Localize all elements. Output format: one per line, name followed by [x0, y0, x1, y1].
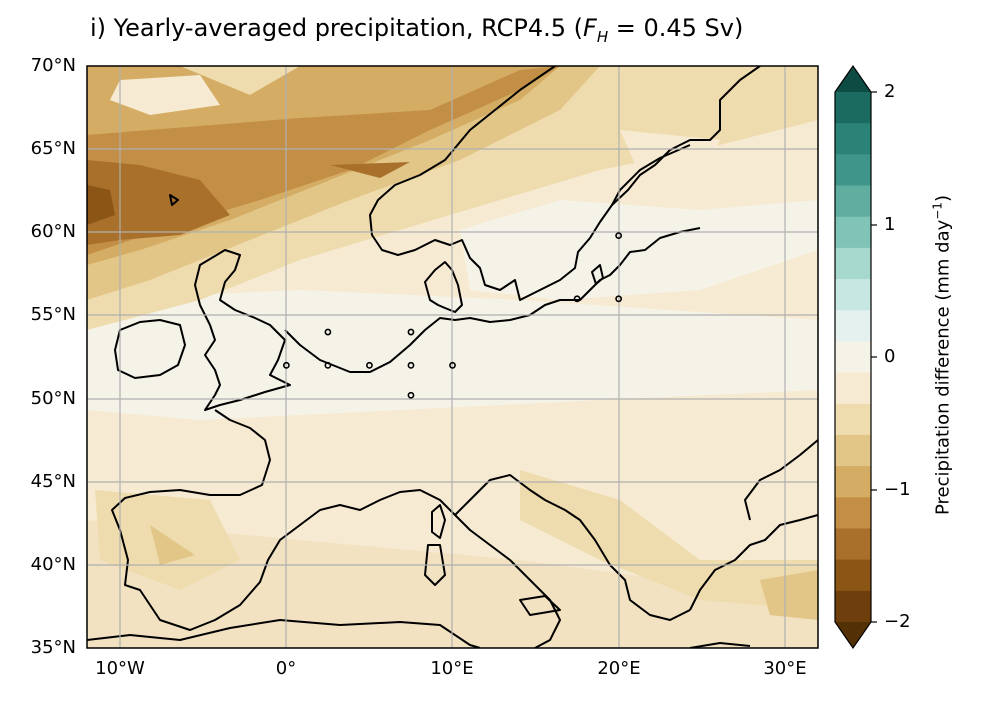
- graticule: [87, 66, 818, 648]
- significance-marker: [407, 328, 415, 336]
- map-frame: [86, 65, 819, 649]
- significance-marker: [407, 361, 415, 369]
- significance-markers: [282, 232, 623, 399]
- lat-label: 60°N: [30, 221, 76, 242]
- colorbar-tick-label: 0: [884, 346, 896, 367]
- colorbar-segment: [835, 434, 871, 467]
- significance-marker: [573, 295, 581, 303]
- colorbar-segment: [835, 403, 871, 436]
- colorbar-segment: [835, 559, 871, 592]
- colorbar-segment: [835, 528, 871, 561]
- lon-label: 10°W: [95, 658, 145, 679]
- colorbar-ticks: [871, 91, 877, 623]
- lon-label: 30°E: [763, 658, 807, 679]
- lat-label: 55°N: [30, 304, 76, 325]
- significance-marker: [615, 232, 623, 240]
- colorbar-segment: [835, 279, 871, 311]
- colorbar-segment: [835, 466, 871, 498]
- colorbar-extend-min: [835, 622, 871, 648]
- colorbar-tick-label: −1: [884, 479, 911, 500]
- colorbar: [834, 64, 872, 650]
- colorbar-tick-label: 2: [884, 81, 896, 102]
- colorbar-segment: [835, 154, 871, 187]
- lat-label: 40°N: [30, 554, 76, 575]
- lon-label: 10°E: [430, 658, 474, 679]
- lat-label: 65°N: [30, 138, 76, 159]
- colorbar-segment: [835, 216, 871, 249]
- coastlines: [87, 66, 818, 648]
- colorbar-extend-max: [835, 66, 871, 92]
- significance-marker: [407, 391, 415, 399]
- significance-marker: [449, 361, 456, 369]
- colorbar-segment: [835, 497, 871, 529]
- lat-label: 45°N: [30, 471, 76, 492]
- lon-label: 20°E: [597, 658, 641, 679]
- significance-marker: [324, 361, 332, 369]
- significance-marker: [282, 361, 290, 369]
- colorbar-tick-label: −2: [884, 611, 911, 632]
- colorbar-tick-label: 1: [884, 214, 896, 235]
- lat-label: 50°N: [30, 388, 76, 409]
- colorbar-segment: [835, 341, 871, 374]
- colorbar-label: Precipitation difference (mm day−1): [930, 195, 954, 515]
- map-title: i) Yearly-averaged precipitation, RCP4.5…: [90, 14, 744, 46]
- colorbar-segment: [835, 247, 871, 280]
- lat-label: 35°N: [30, 637, 76, 658]
- colorbar-segment: [835, 92, 871, 124]
- significance-marker: [366, 361, 373, 369]
- colorbar-segment: [835, 185, 871, 218]
- colorbar-segment: [835, 123, 871, 155]
- colorbar-segment: [835, 310, 871, 342]
- colorbar-segment: [835, 590, 871, 623]
- significance-marker: [615, 295, 623, 303]
- lon-label: 0°: [275, 658, 297, 679]
- significance-marker: [324, 328, 332, 336]
- lat-label: 70°N: [30, 55, 76, 76]
- colorbar-segment: [835, 372, 871, 405]
